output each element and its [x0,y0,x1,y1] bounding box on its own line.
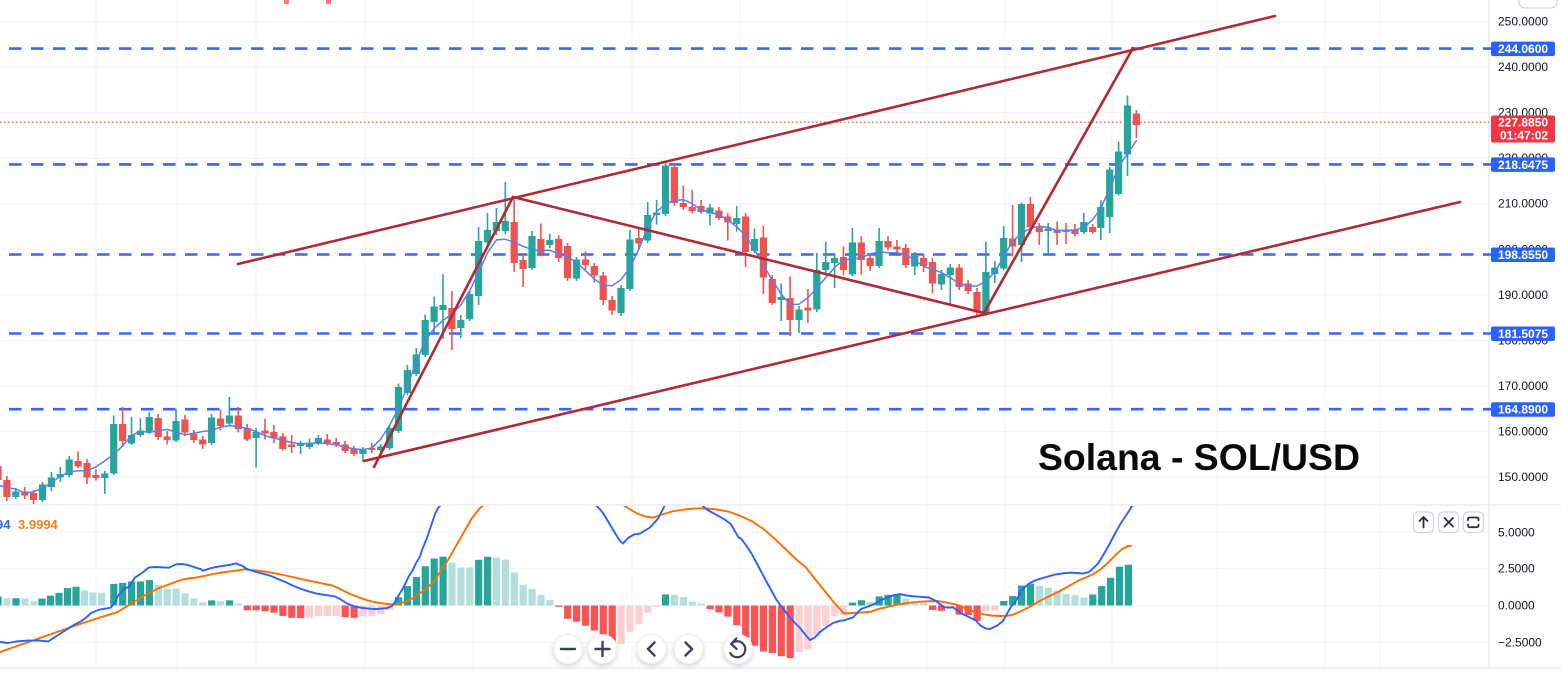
svg-text:227.8850: 227.8850 [1498,116,1548,130]
svg-text:190.0000: 190.0000 [1498,288,1548,302]
svg-text:2.5000: 2.5000 [1498,561,1535,575]
svg-text:01:47:02: 01:47:02 [1500,129,1548,143]
svg-text:94: 94 [0,517,11,532]
svg-text:218.6475: 218.6475 [1498,158,1548,172]
svg-text:160.0000: 160.0000 [1498,425,1548,439]
svg-text:181.5075: 181.5075 [1498,327,1548,341]
svg-text:164.8900: 164.8900 [1498,403,1548,417]
svg-text:198.8550: 198.8550 [1498,248,1548,262]
svg-text:Solana - SOL/USD: Solana - SOL/USD [1038,436,1360,478]
svg-text:3.9994: 3.9994 [18,517,59,532]
svg-text:170.0000: 170.0000 [1498,379,1548,393]
svg-text:210.0000: 210.0000 [1498,197,1548,211]
svg-text:0.0000: 0.0000 [1498,599,1535,613]
svg-text:250.0000: 250.0000 [1498,15,1548,29]
svg-text:150.0000: 150.0000 [1498,470,1548,484]
svg-text:240.0000: 240.0000 [1498,60,1548,74]
svg-text:−2.5000: −2.5000 [1498,636,1542,650]
svg-text:244.0600: 244.0600 [1498,42,1548,56]
svg-text:5.0000: 5.0000 [1498,526,1535,540]
